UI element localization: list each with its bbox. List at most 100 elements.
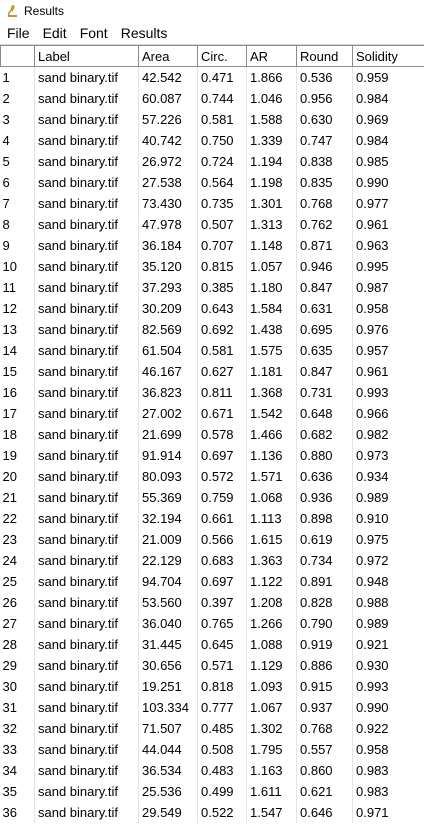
cell-index[interactable]: 3 (0, 109, 35, 130)
cell-circ[interactable]: 0.581 (197, 340, 247, 361)
cell-circ[interactable]: 0.671 (197, 403, 247, 424)
cell-ar[interactable]: 1.363 (246, 550, 297, 571)
table-row[interactable]: 29 sand binary.tif 30.656 0.571 1.129 0.886 0.… (0, 655, 424, 676)
cell-circ[interactable]: 0.566 (197, 529, 247, 550)
cell-round[interactable]: 0.695 (296, 319, 353, 340)
cell-ar[interactable]: 1.122 (246, 571, 297, 592)
table-row[interactable]: 6 sand binary.tif 27.538 0.564 1.198 0.835 0.9… (0, 172, 424, 193)
cell-round[interactable]: 0.880 (296, 445, 353, 466)
cell-circ[interactable]: 0.811 (197, 382, 247, 403)
cell-area[interactable]: 30.209 (138, 298, 198, 319)
cell-index[interactable]: 18 (0, 424, 35, 445)
cell-area[interactable]: 26.972 (138, 151, 198, 172)
cell-solidity[interactable]: 0.977 (352, 193, 424, 214)
cell-round[interactable]: 0.621 (296, 781, 353, 802)
cell-ar[interactable]: 1.339 (246, 130, 297, 151)
table-row[interactable]: 30 sand binary.tif 19.251 0.818 1.093 0.915 0.… (0, 676, 424, 697)
cell-area[interactable]: 55.369 (138, 487, 198, 508)
table-row[interactable]: 7 sand binary.tif 73.430 0.735 1.301 0.768 0.9… (0, 193, 424, 214)
table-row[interactable]: 28 sand binary.tif 31.445 0.645 1.088 0.919 0.… (0, 634, 424, 655)
table-row[interactable]: 12 sand binary.tif 30.209 0.643 1.584 0.631 0.… (0, 298, 424, 319)
cell-circ[interactable]: 0.485 (197, 718, 247, 739)
cell-round[interactable]: 0.956 (296, 88, 353, 109)
table-row[interactable]: 5 sand binary.tif 26.972 0.724 1.194 0.838 0.9… (0, 151, 424, 172)
cell-label[interactable]: sand binary.tif (34, 487, 139, 508)
cell-circ[interactable]: 0.759 (197, 487, 247, 508)
cell-circ[interactable]: 0.483 (197, 760, 247, 781)
cell-area[interactable]: 42.542 (138, 66, 198, 88)
cell-area[interactable]: 37.293 (138, 277, 198, 298)
cell-index[interactable]: 23 (0, 529, 35, 550)
cell-area[interactable]: 80.093 (138, 466, 198, 487)
cell-area[interactable]: 27.002 (138, 403, 198, 424)
cell-ar[interactable]: 1.588 (246, 109, 297, 130)
cell-ar[interactable]: 1.466 (246, 424, 297, 445)
cell-round[interactable]: 0.847 (296, 277, 353, 298)
cell-circ[interactable]: 0.661 (197, 508, 247, 529)
table-row[interactable]: 4 sand binary.tif 40.742 0.750 1.339 0.747 0.9… (0, 130, 424, 151)
table-row[interactable]: 10 sand binary.tif 35.120 0.815 1.057 0.946 0.… (0, 256, 424, 277)
cell-label[interactable]: sand binary.tif (34, 277, 139, 298)
cell-round[interactable]: 0.646 (296, 802, 353, 823)
table-row[interactable]: 3 sand binary.tif 57.226 0.581 1.588 0.630 0.9… (0, 109, 424, 130)
cell-label[interactable]: sand binary.tif (34, 109, 139, 130)
cell-ar[interactable]: 1.180 (246, 277, 297, 298)
table-row[interactable]: 16 sand binary.tif 36.823 0.811 1.368 0.731 0.… (0, 382, 424, 403)
cell-solidity[interactable]: 0.983 (352, 781, 424, 802)
table-row[interactable]: 14 sand binary.tif 61.504 0.581 1.575 0.635 0.… (0, 340, 424, 361)
cell-solidity[interactable]: 0.984 (352, 88, 424, 109)
col-header-round[interactable]: Round (296, 45, 353, 67)
cell-area[interactable]: 60.087 (138, 88, 198, 109)
col-header-area[interactable]: Area (138, 45, 198, 67)
cell-circ[interactable]: 0.581 (197, 109, 247, 130)
cell-area[interactable]: 73.430 (138, 193, 198, 214)
cell-circ[interactable]: 0.724 (197, 151, 247, 172)
cell-label[interactable]: sand binary.tif (34, 760, 139, 781)
cell-ar[interactable]: 1.093 (246, 676, 297, 697)
table-row[interactable]: 18 sand binary.tif 21.699 0.578 1.466 0.682 0.… (0, 424, 424, 445)
cell-ar[interactable]: 1.584 (246, 298, 297, 319)
cell-ar[interactable]: 1.266 (246, 613, 297, 634)
cell-solidity[interactable]: 0.959 (352, 66, 424, 88)
cell-circ[interactable]: 0.765 (197, 613, 247, 634)
cell-ar[interactable]: 1.163 (246, 760, 297, 781)
cell-circ[interactable]: 0.564 (197, 172, 247, 193)
cell-ar[interactable]: 1.542 (246, 403, 297, 424)
cell-round[interactable]: 0.919 (296, 634, 353, 655)
cell-area[interactable]: 22.129 (138, 550, 198, 571)
cell-index[interactable]: 5 (0, 151, 35, 172)
cell-area[interactable]: 44.044 (138, 739, 198, 760)
cell-ar[interactable]: 1.611 (246, 781, 297, 802)
table-row[interactable]: 33 sand binary.tif 44.044 0.508 1.795 0.557 0.… (0, 739, 424, 760)
cell-label[interactable]: sand binary.tif (34, 88, 139, 109)
cell-solidity[interactable]: 0.963 (352, 235, 424, 256)
cell-solidity[interactable]: 0.989 (352, 487, 424, 508)
cell-ar[interactable]: 1.057 (246, 256, 297, 277)
cell-ar[interactable]: 1.088 (246, 634, 297, 655)
cell-ar[interactable]: 1.368 (246, 382, 297, 403)
cell-index[interactable]: 25 (0, 571, 35, 592)
cell-index[interactable]: 33 (0, 739, 35, 760)
cell-solidity[interactable]: 0.983 (352, 760, 424, 781)
cell-label[interactable]: sand binary.tif (34, 298, 139, 319)
cell-area[interactable]: 30.656 (138, 655, 198, 676)
cell-area[interactable]: 36.040 (138, 613, 198, 634)
cell-circ[interactable]: 0.578 (197, 424, 247, 445)
cell-index[interactable]: 7 (0, 193, 35, 214)
cell-index[interactable]: 16 (0, 382, 35, 403)
cell-circ[interactable]: 0.522 (197, 802, 247, 823)
cell-area[interactable]: 36.534 (138, 760, 198, 781)
cell-ar[interactable]: 1.438 (246, 319, 297, 340)
cell-circ[interactable]: 0.645 (197, 634, 247, 655)
cell-label[interactable]: sand binary.tif (34, 340, 139, 361)
cell-round[interactable]: 0.747 (296, 130, 353, 151)
cell-circ[interactable]: 0.397 (197, 592, 247, 613)
cell-solidity[interactable]: 0.984 (352, 130, 424, 151)
cell-label[interactable]: sand binary.tif (34, 130, 139, 151)
cell-solidity[interactable]: 0.993 (352, 382, 424, 403)
cell-round[interactable]: 0.762 (296, 214, 353, 235)
cell-ar[interactable]: 1.302 (246, 718, 297, 739)
cell-round[interactable]: 0.631 (296, 298, 353, 319)
cell-circ[interactable]: 0.385 (197, 277, 247, 298)
cell-label[interactable]: sand binary.tif (34, 676, 139, 697)
